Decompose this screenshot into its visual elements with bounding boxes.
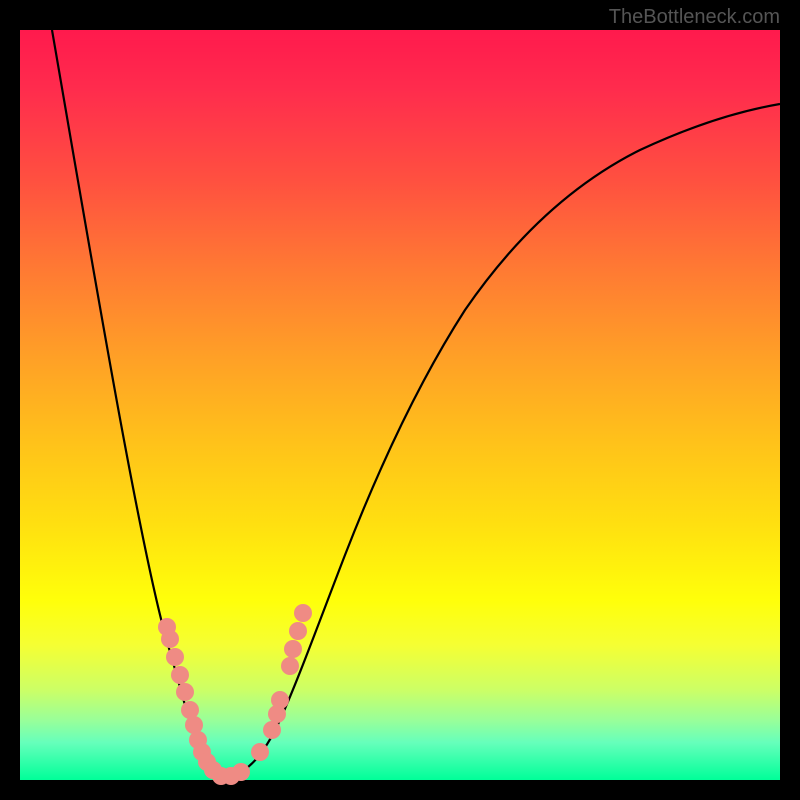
data-point-marker	[263, 721, 281, 739]
data-point-marker	[284, 640, 302, 658]
data-point-marker	[271, 691, 289, 709]
data-point-marker	[294, 604, 312, 622]
bottleneck-curve	[20, 30, 780, 780]
curve-path	[52, 30, 780, 775]
data-point-marker	[171, 666, 189, 684]
data-point-marker	[251, 743, 269, 761]
chart-plot-area	[20, 30, 780, 780]
data-point-marker	[176, 683, 194, 701]
data-point-marker	[281, 657, 299, 675]
data-point-marker	[161, 630, 179, 648]
data-point-marker	[289, 622, 307, 640]
data-point-marker	[166, 648, 184, 666]
watermark-text: TheBottleneck.com	[609, 6, 780, 29]
data-point-marker	[232, 763, 250, 781]
